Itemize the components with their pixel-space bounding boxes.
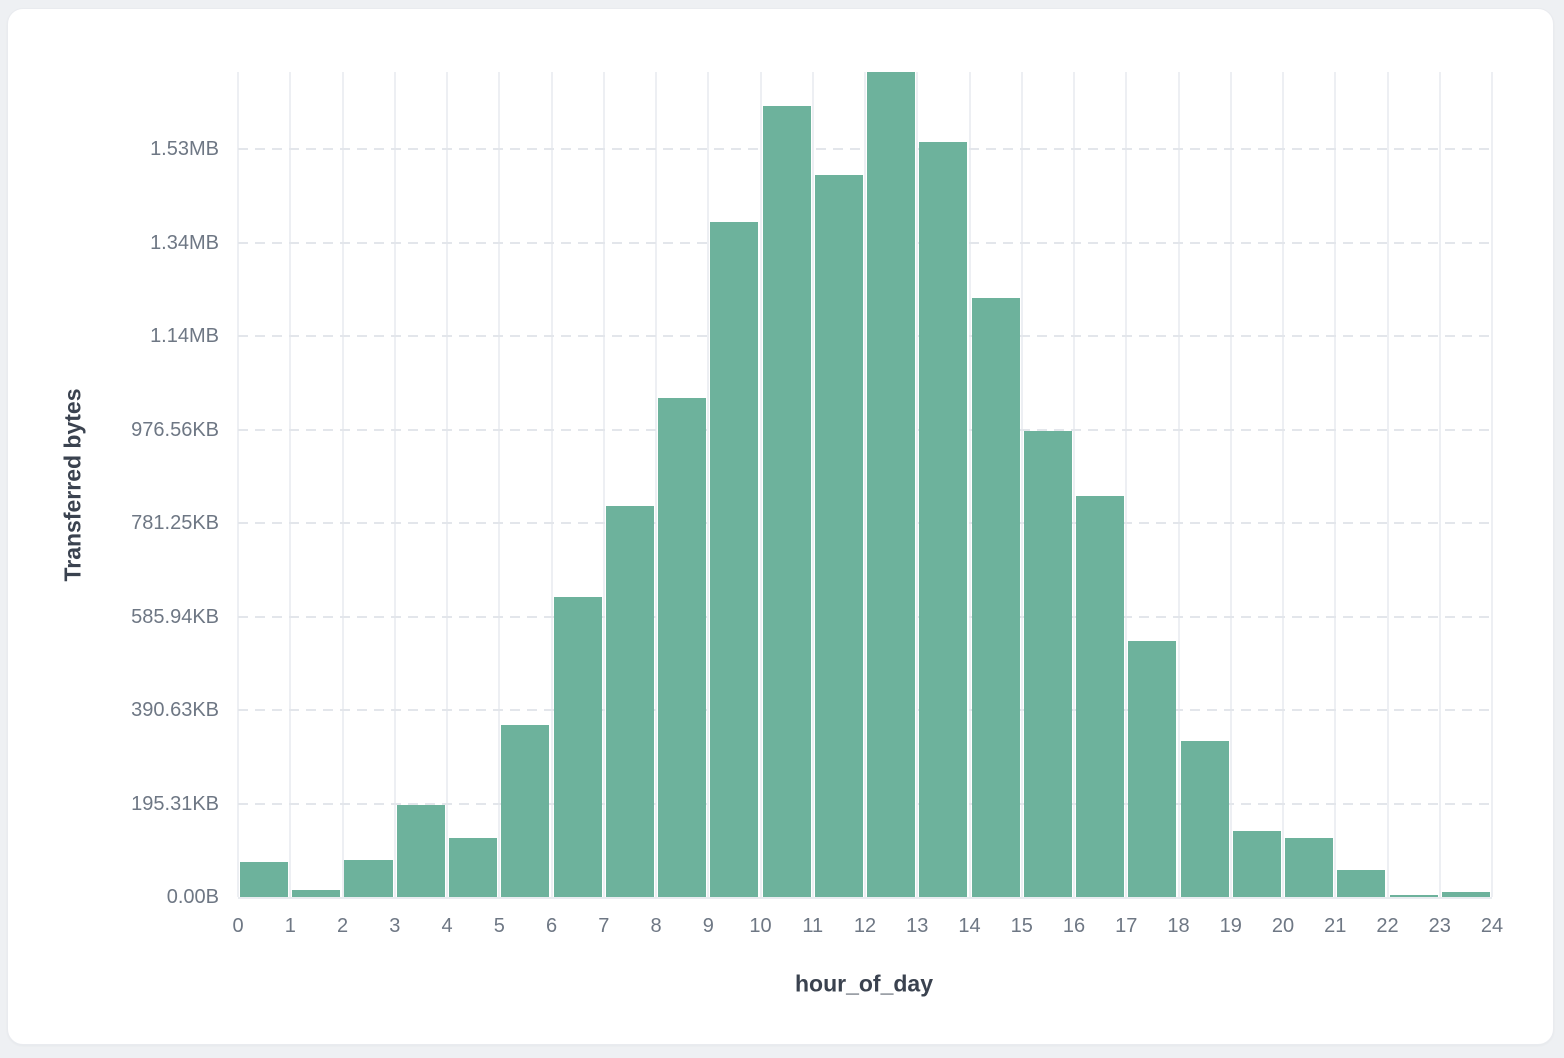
x-tick-label: 21 xyxy=(1324,915,1347,937)
x-tick-label: 9 xyxy=(702,915,714,937)
vertical-gridline xyxy=(1438,72,1441,897)
bar-hour-1[interactable] xyxy=(292,889,341,897)
vertical-gridline xyxy=(1282,72,1284,897)
vertical-gridline xyxy=(655,72,657,897)
horizontal-gridline xyxy=(238,802,1492,805)
vertical-gridline xyxy=(1334,72,1337,897)
y-tick-label: 976.56KB xyxy=(131,418,219,441)
x-tick-label: 15 xyxy=(1010,915,1033,937)
bar-hour-18[interactable] xyxy=(1180,740,1229,897)
y-tick-label: 195.31KB xyxy=(131,792,219,815)
vertical-gridline xyxy=(498,72,501,897)
chart-card: Transferred bytes hour_of_day 0.00B 195.3… xyxy=(7,8,1554,1045)
vertical-gridline xyxy=(968,72,971,897)
bar-hour-16[interactable] xyxy=(1075,496,1125,897)
bar-hour-19[interactable] xyxy=(1232,831,1281,897)
bar-hour-22[interactable] xyxy=(1389,895,1438,897)
x-tick-label: 0 xyxy=(232,915,244,937)
y-tick-label: 1.53MB xyxy=(150,138,219,161)
bar-hour-10[interactable] xyxy=(762,106,811,897)
x-tick-label: 14 xyxy=(958,915,981,937)
vertical-gridline xyxy=(1386,72,1389,897)
x-tick-label: 23 xyxy=(1428,915,1451,937)
bar-hour-13[interactable] xyxy=(919,142,968,897)
vertical-gridline xyxy=(707,72,710,897)
x-tick-label: 20 xyxy=(1271,915,1295,937)
bar-hour-14[interactable] xyxy=(971,298,1020,897)
vertical-gridline xyxy=(759,72,762,897)
bar-hour-15[interactable] xyxy=(1023,430,1072,897)
x-tick-label: 19 xyxy=(1219,915,1242,937)
bar-hour-21[interactable] xyxy=(1337,870,1386,897)
horizontal-gridline xyxy=(238,148,1492,151)
x-tick-label: 7 xyxy=(598,915,610,937)
x-tick-label: 11 xyxy=(802,915,824,937)
bar-hour-23[interactable] xyxy=(1441,891,1490,897)
x-tick-label: 1 xyxy=(284,915,296,937)
vertical-gridline xyxy=(1125,72,1128,897)
vertical-gridline xyxy=(237,72,239,897)
x-tick-label: 8 xyxy=(650,915,662,937)
x-tick-label: 2 xyxy=(336,915,349,937)
vertical-gridline xyxy=(864,72,866,897)
x-tick-label: 16 xyxy=(1062,915,1086,937)
bar-hour-4[interactable] xyxy=(448,838,498,897)
vertical-gridline xyxy=(916,72,919,897)
bar-hour-9[interactable] xyxy=(710,222,759,897)
y-tick-label: 585.94KB xyxy=(131,605,219,628)
x-tick-label: 6 xyxy=(545,915,558,937)
y-tick-label: 0.00B xyxy=(166,886,219,908)
plot-area: 0.00B 195.31KB 390.63KB 585.94KB 781.25KB 976… xyxy=(131,72,1503,936)
x-tick-label: 12 xyxy=(853,915,877,937)
vertical-gridline xyxy=(1491,72,1493,897)
x-tick-label: 24 xyxy=(1480,915,1504,937)
bar-hour-3[interactable] xyxy=(396,804,445,897)
vertical-gridline xyxy=(1073,72,1075,897)
x-tick-label: 18 xyxy=(1167,915,1190,937)
x-tick-label: 5 xyxy=(493,915,505,937)
vertical-gridline xyxy=(446,72,448,897)
x-tick-label: 10 xyxy=(749,915,772,937)
vertical-gridline xyxy=(811,72,814,897)
bar-hour-12[interactable] xyxy=(867,72,916,897)
vertical-gridline xyxy=(1229,72,1232,897)
bar-hour-2[interactable] xyxy=(344,860,393,897)
x-tick-label: 17 xyxy=(1115,915,1138,937)
horizontal-gridline xyxy=(238,615,1492,618)
bar-hour-20[interactable] xyxy=(1285,838,1334,897)
y-tick-label: 390.63KB xyxy=(131,699,219,722)
bar-hour-17[interactable] xyxy=(1128,640,1177,897)
y-tick-label: 1.14MB xyxy=(150,325,219,348)
vertical-gridline xyxy=(550,72,553,897)
horizontal-gridline xyxy=(238,428,1492,431)
vertical-gridline xyxy=(1020,72,1023,897)
horizontal-gridline xyxy=(238,241,1492,244)
x-tick-label: 3 xyxy=(389,915,401,937)
vertical-gridline xyxy=(393,72,396,897)
x-tick-label: 22 xyxy=(1376,915,1399,937)
vertical-gridline xyxy=(1177,72,1180,897)
y-axis-title: Transferred bytes xyxy=(59,388,86,582)
y-tick-label: 781.25KB xyxy=(131,512,219,535)
bar-hour-6[interactable] xyxy=(553,596,602,897)
horizontal-gridline xyxy=(238,522,1492,525)
vertical-gridline xyxy=(341,72,344,897)
bar-hour-8[interactable] xyxy=(657,397,707,897)
y-tick-label: 1.34MB xyxy=(150,231,219,254)
vertical-gridline xyxy=(289,72,292,897)
horizontal-gridline xyxy=(238,335,1492,338)
x-tick-label: 4 xyxy=(441,915,453,937)
bar-hour-5[interactable] xyxy=(501,725,550,897)
bar-hour-11[interactable] xyxy=(814,175,863,897)
x-tick-label: 13 xyxy=(906,915,929,937)
x-axis-title: hour_of_day xyxy=(794,970,934,997)
bar-hour-7[interactable] xyxy=(605,505,654,897)
vertical-gridline xyxy=(602,72,605,897)
bar-hour-0[interactable] xyxy=(240,862,289,897)
horizontal-gridline xyxy=(238,709,1492,712)
